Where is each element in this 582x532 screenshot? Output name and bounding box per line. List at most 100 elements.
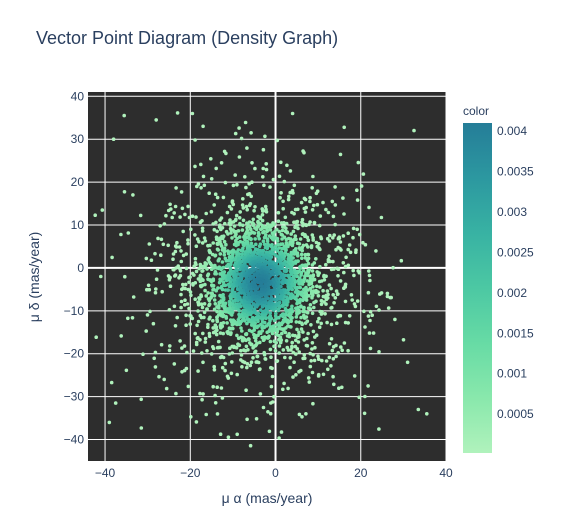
- data-point: [208, 244, 212, 248]
- data-point: [266, 246, 270, 250]
- data-point: [277, 351, 281, 355]
- data-point: [165, 387, 169, 391]
- data-point: [244, 388, 248, 392]
- data-point: [154, 365, 158, 369]
- data-point: [223, 369, 227, 373]
- data-point: [201, 361, 205, 365]
- data-point: [179, 274, 183, 278]
- data-point: [280, 221, 284, 225]
- data-point: [226, 232, 230, 236]
- data-point: [230, 372, 234, 376]
- data-point: [285, 238, 289, 242]
- data-point: [232, 220, 236, 224]
- data-point: [216, 248, 220, 252]
- data-point: [168, 344, 172, 348]
- data-point: [193, 332, 197, 336]
- data-point: [193, 233, 197, 237]
- data-point: [201, 125, 205, 129]
- data-point: [312, 301, 316, 305]
- data-point: [114, 401, 118, 405]
- data-point: [154, 287, 158, 291]
- data-point: [155, 277, 159, 281]
- data-point: [309, 359, 313, 363]
- data-point: [344, 255, 348, 259]
- data-point: [221, 260, 225, 264]
- data-point: [349, 251, 353, 255]
- data-point: [311, 175, 315, 179]
- data-point: [386, 295, 390, 299]
- data-point: [309, 365, 313, 369]
- data-point: [237, 229, 241, 233]
- data-point: [335, 321, 339, 325]
- data-point: [127, 231, 131, 235]
- data-point: [273, 339, 277, 343]
- data-point: [309, 323, 313, 327]
- data-point: [344, 265, 348, 269]
- data-point: [224, 284, 228, 288]
- x-tick-label: −20: [180, 466, 201, 480]
- data-point: [368, 279, 372, 283]
- data-point: [253, 231, 257, 235]
- data-point: [300, 253, 304, 257]
- data-point: [193, 297, 197, 301]
- data-point: [286, 346, 290, 350]
- data-point: [207, 272, 211, 276]
- data-point: [272, 324, 276, 328]
- data-point: [160, 238, 164, 242]
- data-point: [263, 243, 267, 247]
- data-point: [205, 267, 209, 271]
- data-point: [110, 381, 114, 385]
- data-point: [318, 224, 322, 228]
- data-point: [186, 238, 190, 242]
- data-point: [282, 348, 286, 352]
- data-point: [369, 310, 373, 314]
- data-point: [279, 161, 283, 165]
- data-point: [322, 275, 326, 279]
- data-point: [294, 208, 298, 212]
- data-point: [293, 184, 297, 188]
- data-point: [368, 331, 372, 335]
- data-point: [229, 223, 233, 227]
- data-point: [214, 221, 218, 225]
- data-point: [312, 330, 316, 334]
- data-point: [316, 355, 320, 359]
- data-point: [139, 214, 143, 218]
- data-point: [226, 288, 230, 292]
- data-point: [320, 359, 324, 363]
- data-point: [154, 291, 158, 295]
- data-point: [235, 373, 239, 377]
- data-point: [148, 242, 152, 246]
- data-point: [316, 203, 320, 207]
- colorbar-tick-label: 0.0015: [497, 326, 534, 340]
- data-point: [348, 314, 352, 318]
- data-point: [304, 321, 308, 325]
- data-point: [257, 237, 261, 241]
- data-point: [230, 360, 234, 364]
- data-point: [215, 310, 219, 314]
- data-point: [214, 192, 218, 196]
- data-point: [224, 362, 228, 366]
- data-point: [361, 241, 365, 245]
- data-point: [227, 435, 231, 439]
- data-point: [286, 324, 290, 328]
- data-point: [263, 335, 267, 339]
- data-point: [299, 237, 303, 241]
- data-point: [213, 394, 217, 398]
- data-point: [216, 286, 220, 290]
- data-point: [304, 256, 308, 260]
- data-point: [208, 316, 212, 320]
- data-point: [261, 209, 265, 213]
- data-point: [340, 349, 344, 353]
- data-point: [306, 245, 310, 249]
- data-point: [263, 357, 267, 361]
- data-point: [291, 334, 295, 338]
- data-point: [305, 344, 309, 348]
- data-point: [425, 412, 429, 416]
- data-point: [219, 228, 223, 232]
- data-point: [283, 269, 287, 273]
- data-point: [300, 327, 304, 331]
- data-point: [204, 340, 208, 344]
- data-point: [315, 245, 319, 249]
- data-point: [332, 215, 336, 219]
